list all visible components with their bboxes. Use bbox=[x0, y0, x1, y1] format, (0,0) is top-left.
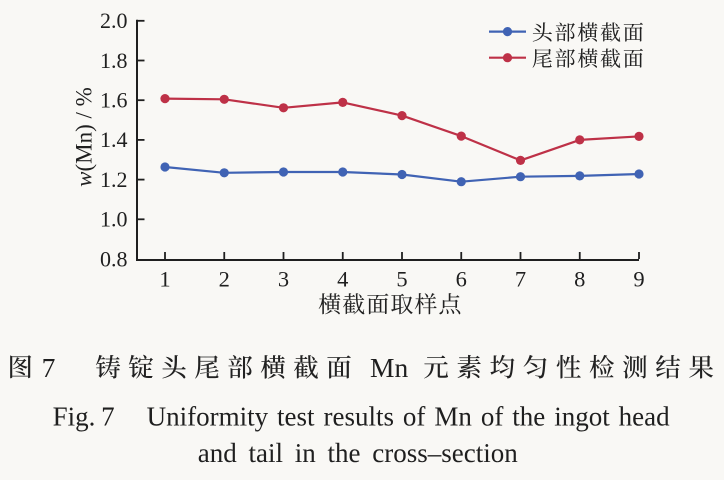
svg-text:1: 1 bbox=[159, 266, 170, 291]
svg-text:w(Mn) / %: w(Mn) / % bbox=[72, 87, 97, 187]
svg-text:4: 4 bbox=[337, 266, 348, 291]
svg-text:Uniformity test results of Mn: Uniformity test results of Mn of the ing… bbox=[147, 401, 671, 431]
svg-text:1.0: 1.0 bbox=[100, 207, 128, 232]
svg-text:8: 8 bbox=[574, 266, 585, 291]
svg-text:1.2: 1.2 bbox=[100, 167, 128, 192]
svg-text:3: 3 bbox=[278, 266, 289, 291]
svg-text:7: 7 bbox=[42, 352, 56, 383]
svg-text:9: 9 bbox=[633, 266, 644, 291]
svg-text:1.6: 1.6 bbox=[100, 88, 128, 113]
svg-text:5: 5 bbox=[396, 266, 407, 291]
svg-text:2.0: 2.0 bbox=[100, 8, 128, 33]
svg-text:6: 6 bbox=[456, 266, 467, 291]
svg-text:Mn: Mn bbox=[370, 352, 408, 383]
svg-text:0.8: 0.8 bbox=[100, 246, 128, 271]
svg-text:7: 7 bbox=[515, 266, 526, 291]
svg-text:and tail in the cross–section: and tail in the cross–section bbox=[198, 438, 518, 468]
svg-text:Fig. 7: Fig. 7 bbox=[53, 401, 115, 431]
svg-text:1.4: 1.4 bbox=[100, 127, 128, 152]
svg-text:2: 2 bbox=[219, 266, 230, 291]
svg-text:1.8: 1.8 bbox=[100, 48, 128, 73]
